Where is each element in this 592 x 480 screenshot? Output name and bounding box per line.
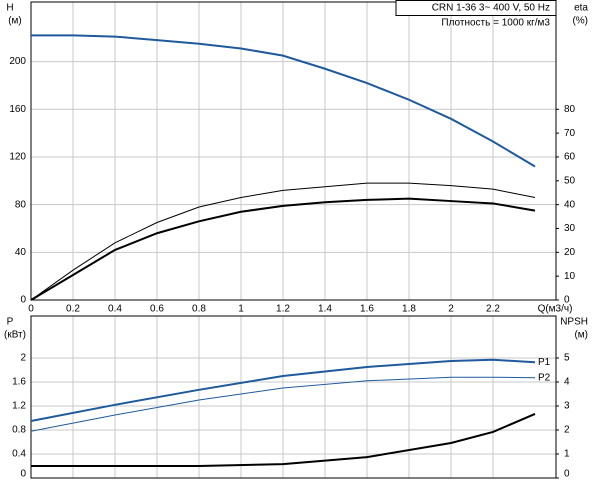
legend-label: P2 <box>538 372 551 383</box>
y-tick-label: 0.4 <box>12 449 26 460</box>
curve <box>30 197 536 301</box>
curve <box>30 376 536 432</box>
y-tick-label: 1.6 <box>12 377 26 388</box>
y-tick-label: 120 <box>9 152 26 163</box>
plot-border <box>30 1 557 301</box>
y-tick-label: 80 <box>15 199 27 210</box>
y-axis-unit: (м) <box>8 16 22 27</box>
y2-tick-label: 2 <box>564 425 570 436</box>
x-tick-label: 1.2 <box>276 304 290 315</box>
x-tick-label: 1.4 <box>318 304 332 315</box>
x-tick-label: 0.2 <box>66 304 80 315</box>
info-text: Плотность = 1000 кг/м3 <box>441 18 550 29</box>
y2-tick-label: 20 <box>564 247 576 258</box>
x-tick-label: 1.6 <box>360 304 374 315</box>
x-axis-label: Q(м3/ч) <box>538 304 573 315</box>
y2-tick-label: 10 <box>564 271 576 282</box>
y-tick-label: 160 <box>9 104 26 115</box>
plot-area <box>31 316 556 478</box>
x-tick-label: 0.8 <box>192 304 206 315</box>
y2-tick-label: 60 <box>564 152 576 163</box>
info-box <box>395 0 557 16</box>
y2-tick-label: 0 <box>564 295 570 306</box>
x-tick-label: 0.6 <box>150 304 164 315</box>
curve <box>30 182 536 301</box>
x-tick-label: 2.2 <box>486 304 500 315</box>
y-axis-label: P <box>7 317 14 328</box>
x-tick-label: 1 <box>238 304 244 315</box>
x-tick-label: 0.4 <box>108 304 122 315</box>
plot-border <box>30 315 557 479</box>
x-tick-label: 2 <box>448 304 454 315</box>
y-tick-label: 0.8 <box>12 425 26 436</box>
y2-axis-label: eta <box>574 3 588 14</box>
y2-tick-label: 5 <box>564 353 570 364</box>
curve <box>30 358 536 422</box>
y2-tick-label: 80 <box>564 104 576 115</box>
y-tick-label: 0 <box>20 295 26 306</box>
legend-label: P1 <box>538 357 551 368</box>
info-text: CRN 1-36 3~ 400 V, 50 Hz <box>432 3 550 14</box>
y2-tick-label: 30 <box>564 223 576 234</box>
y-tick-label: 2 <box>20 353 26 364</box>
y2-tick-label: 40 <box>564 199 576 210</box>
y2-axis-label: NPSH <box>560 317 588 328</box>
curve <box>31 413 536 467</box>
y2-axis-unit: (%) <box>572 16 588 27</box>
y-tick-label: 1.2 <box>12 401 26 412</box>
y-tick-label: 40 <box>15 247 27 258</box>
x-tick-label: 1.8 <box>402 304 416 315</box>
y2-tick-label: 70 <box>564 128 576 139</box>
y2-axis-unit: (м) <box>574 330 588 341</box>
y-tick-label: 0 <box>20 469 26 480</box>
y-axis-label: H <box>6 3 13 14</box>
y2-tick-label: 0 <box>564 469 570 480</box>
x-tick-label: 0 <box>28 304 34 315</box>
plot-area <box>31 2 556 300</box>
y2-tick-label: 1 <box>564 449 570 460</box>
y2-tick-label: 50 <box>564 175 576 186</box>
y-tick-label: 200 <box>9 56 26 67</box>
y-axis-unit: (кВт) <box>4 330 26 341</box>
y2-tick-label: 4 <box>564 377 570 388</box>
curve <box>31 34 536 168</box>
y2-tick-label: 3 <box>564 401 570 412</box>
